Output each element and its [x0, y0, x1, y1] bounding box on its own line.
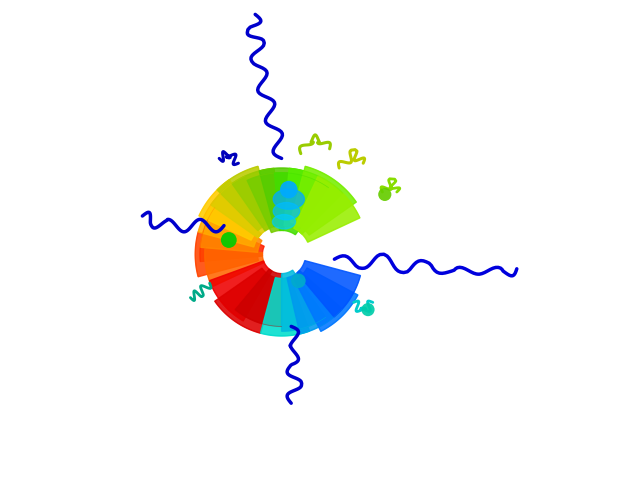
Polygon shape [232, 168, 279, 231]
Polygon shape [198, 193, 261, 247]
Polygon shape [215, 268, 275, 333]
Point [284, 186, 294, 193]
Polygon shape [200, 220, 264, 262]
Polygon shape [211, 176, 269, 238]
Point [363, 306, 373, 313]
Point [224, 236, 234, 244]
Polygon shape [217, 166, 273, 231]
Polygon shape [294, 268, 358, 331]
Ellipse shape [273, 215, 296, 229]
Polygon shape [275, 173, 328, 235]
Polygon shape [247, 173, 289, 233]
Polygon shape [284, 168, 342, 234]
Ellipse shape [273, 189, 305, 209]
Polygon shape [199, 180, 262, 240]
Polygon shape [236, 269, 282, 326]
Polygon shape [287, 270, 342, 334]
Polygon shape [205, 248, 264, 287]
Polygon shape [259, 168, 304, 227]
Polygon shape [195, 232, 259, 277]
Polygon shape [200, 207, 262, 252]
Point [293, 277, 303, 285]
Polygon shape [209, 261, 272, 321]
Point [380, 191, 390, 198]
Polygon shape [297, 261, 360, 317]
Polygon shape [282, 270, 326, 331]
Polygon shape [294, 176, 360, 242]
Ellipse shape [273, 203, 300, 220]
Polygon shape [260, 277, 310, 336]
Polygon shape [291, 166, 356, 235]
